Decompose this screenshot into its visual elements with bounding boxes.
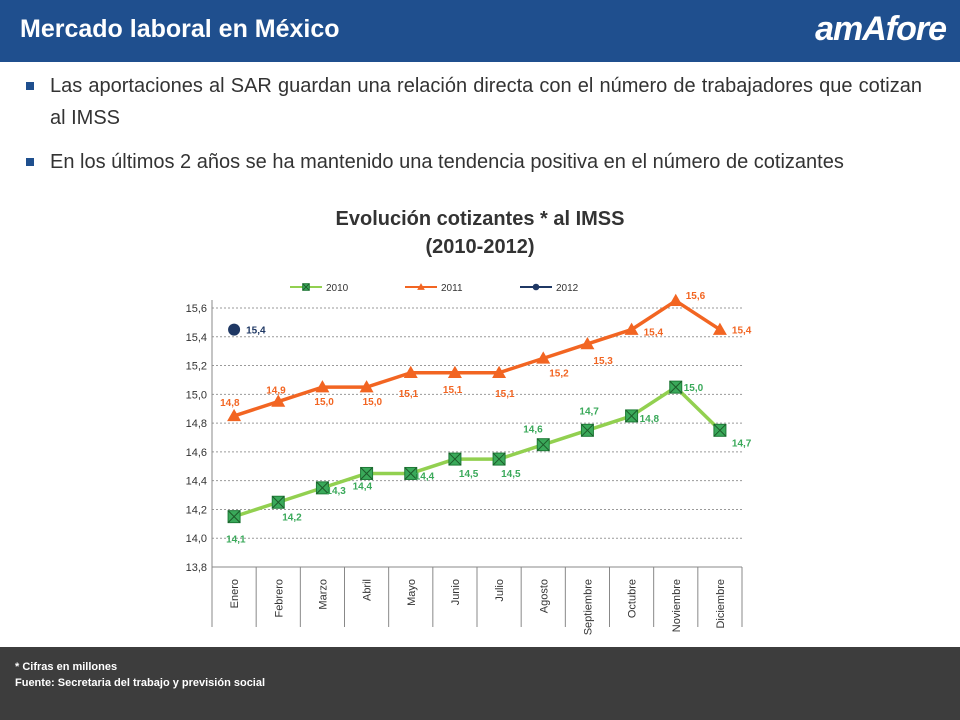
data-label: 14,2 [282,512,302,523]
bullet-text: Las aportaciones al SAR guardan una rela… [50,75,922,129]
data-point-cross [316,481,329,495]
data-label: 14,7 [579,406,599,417]
data-point-cross [227,510,241,523]
header-bar: Mercado laboral en México amAfore [0,0,960,62]
data-point-cross [360,467,373,480]
x-tick-label: Julio [494,579,506,602]
data-label: 14,7 [732,438,752,449]
chart-title-block: Evolución cotizantes * al IMSS (2010-201… [210,205,750,261]
y-tick-label: 13,8 [186,562,207,574]
x-tick-label: Diciembre [715,579,727,629]
data-point [359,380,374,393]
x-tick-label: Octubre [627,579,639,618]
data-label: 14,5 [501,469,521,480]
data-label: 15,4 [644,328,664,339]
chart-title: Evolución cotizantes * al IMSS [335,208,625,230]
page-title: Mercado laboral en México [20,15,340,43]
legend-marker-cross [302,283,310,291]
legend-label: 2012 [556,283,579,294]
series-line-2011 [233,299,721,418]
data-point [492,365,507,378]
data-point [403,365,418,378]
y-tick-label: 15,2 [186,361,207,373]
data-label: 14,8 [640,414,660,425]
y-tick-label: 15,4 [186,332,207,344]
data-label: 14,1 [226,535,246,546]
x-tick-label: Abril [362,579,374,601]
legend-label: 2011 [441,283,463,294]
data-point [315,380,330,393]
bullet-item: Las aportaciones al SAR guardan una rela… [22,70,922,134]
x-tick-label: Agosto [538,579,550,613]
data-point-cross [625,409,638,423]
y-tick-label: 14,8 [186,418,207,430]
x-tick-label: Noviembre [671,579,683,632]
x-tick-label: Febrero [273,579,285,618]
y-tick-label: 15,0 [186,389,207,401]
data-label: 15,1 [495,389,515,400]
legend-marker [417,283,425,290]
legend-marker [532,283,540,291]
data-label: 15,1 [399,389,419,400]
data-label: 15,0 [363,397,383,408]
x-tick-label: Enero [229,579,241,608]
data-label: 14,4 [415,471,435,482]
data-label: 15,3 [593,356,613,367]
y-tick-label: 15,6 [186,303,207,315]
x-tick-label: Marzo [317,579,329,610]
legend-label: 2010 [326,283,349,294]
data-point-cross [271,495,285,509]
data-label: 15,2 [549,368,569,379]
data-point [580,336,595,350]
bullet-text: En los últimos 2 años se ha mantenido un… [50,151,844,173]
data-label: 15,6 [686,291,706,302]
data-label: 15,0 [314,397,334,408]
x-tick-label: Mayo [406,579,418,606]
data-label: 14,4 [353,481,373,492]
data-label: 15,0 [684,383,704,394]
data-point-cross [669,380,683,394]
square-bullet-icon [26,82,34,90]
square-bullet-icon [26,158,34,166]
data-label: 15,1 [443,385,463,396]
footer-bar: * Cifras en millones Fuente: Secretaria … [0,647,960,720]
footnote: * Cifras en millones [15,661,118,673]
data-label: 14,5 [459,469,479,480]
data-point [447,365,462,378]
data-point [668,293,683,307]
data-label: 15,4 [246,326,266,337]
series-line-2010 [233,385,722,519]
data-point [536,351,551,364]
data-point [712,322,727,335]
data-point [624,322,639,335]
data-label: 14,3 [326,486,346,497]
data-point-cross [492,452,506,466]
data-label: 15,4 [732,326,752,337]
line-chart: 13,8 14,0 14,2 14,4 14,6 14,8 15,0 15,2 15,4 15,6… [186,283,752,635]
y-tick-label: 14,2 [186,504,207,516]
data-point [271,394,286,407]
data-point-cross [448,452,462,466]
bullet-item: En los últimos 2 años se ha mantenido un… [22,146,922,178]
data-point-cross [581,423,594,437]
data-point-cross [404,467,418,480]
chart-subtitle: (2010-2012) [425,236,535,258]
data-point-cross [713,423,727,437]
data-point-cross [536,438,550,452]
y-tick-label: 14,4 [186,476,207,488]
x-tick-label: Septiembre [582,579,594,635]
data-point [227,408,242,422]
data-point [228,323,241,336]
x-tick-label: Junio [450,579,462,605]
amafore-logo: amAfore [815,10,947,48]
y-tick-label: 14,6 [186,447,207,459]
source-note: Fuente: Secretaria del trabajo y previsi… [15,677,266,689]
data-label: 14,6 [523,425,543,436]
y-tick-label: 14,0 [186,533,207,545]
bullet-list: Las aportaciones al SAR guardan una rela… [22,70,922,190]
data-label: 14,9 [266,386,286,397]
data-label: 14,8 [220,398,240,409]
